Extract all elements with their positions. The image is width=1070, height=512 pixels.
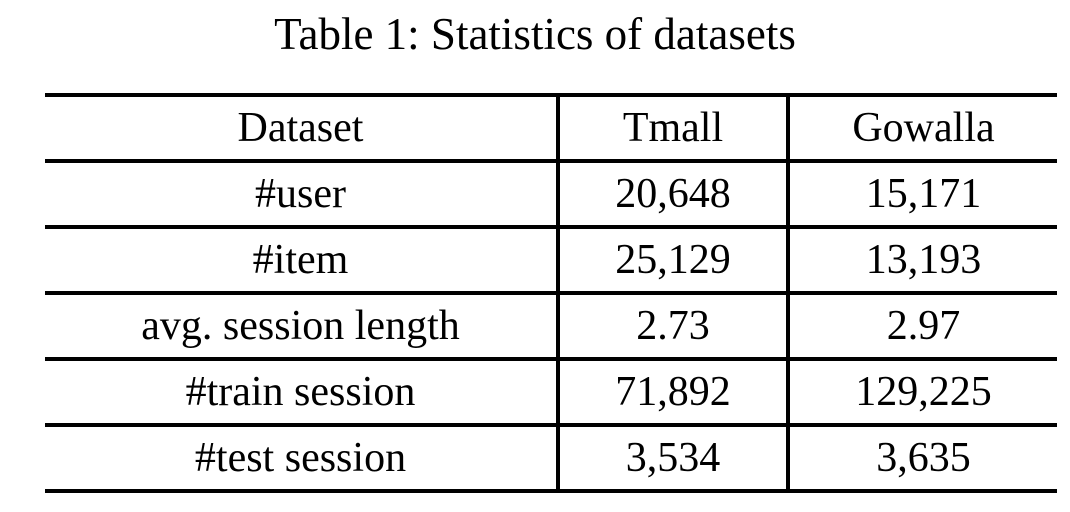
table-row-test-session: #test session 3,534 3,635 (45, 423, 1057, 493)
tmall-value: 3,534 (556, 423, 788, 493)
gowalla-value: 13,193 (786, 225, 1057, 295)
row-label: #train session (45, 357, 558, 427)
table-row-train-session: #train session 71,892 129,225 (45, 357, 1057, 427)
statistics-table: Dataset Tmall Gowalla #user 20,648 15,17… (45, 93, 1057, 493)
gowalla-value: 3,635 (786, 423, 1057, 493)
row-label: avg. session length (45, 291, 558, 361)
table-row-avg-session-length: avg. session length 2.73 2.97 (45, 291, 1057, 361)
column-header-tmall: Tmall (556, 93, 788, 163)
tmall-value: 20,648 (556, 159, 788, 229)
table-header-row: Dataset Tmall Gowalla (45, 93, 1057, 163)
table-row-user: #user 20,648 15,171 (45, 159, 1057, 229)
gowalla-value: 129,225 (786, 357, 1057, 427)
row-label: #user (45, 159, 558, 229)
tmall-value: 2.73 (556, 291, 788, 361)
gowalla-value: 2.97 (786, 291, 1057, 361)
gowalla-value: 15,171 (786, 159, 1057, 229)
table-row-item: #item 25,129 13,193 (45, 225, 1057, 295)
column-header-dataset: Dataset (45, 93, 558, 163)
table-caption: Table 1: Statistics of datasets (274, 9, 796, 59)
row-label: #test session (45, 423, 558, 493)
row-label: #item (45, 225, 558, 295)
tmall-value: 71,892 (556, 357, 788, 427)
column-header-gowalla: Gowalla (786, 93, 1057, 163)
tmall-value: 25,129 (556, 225, 788, 295)
